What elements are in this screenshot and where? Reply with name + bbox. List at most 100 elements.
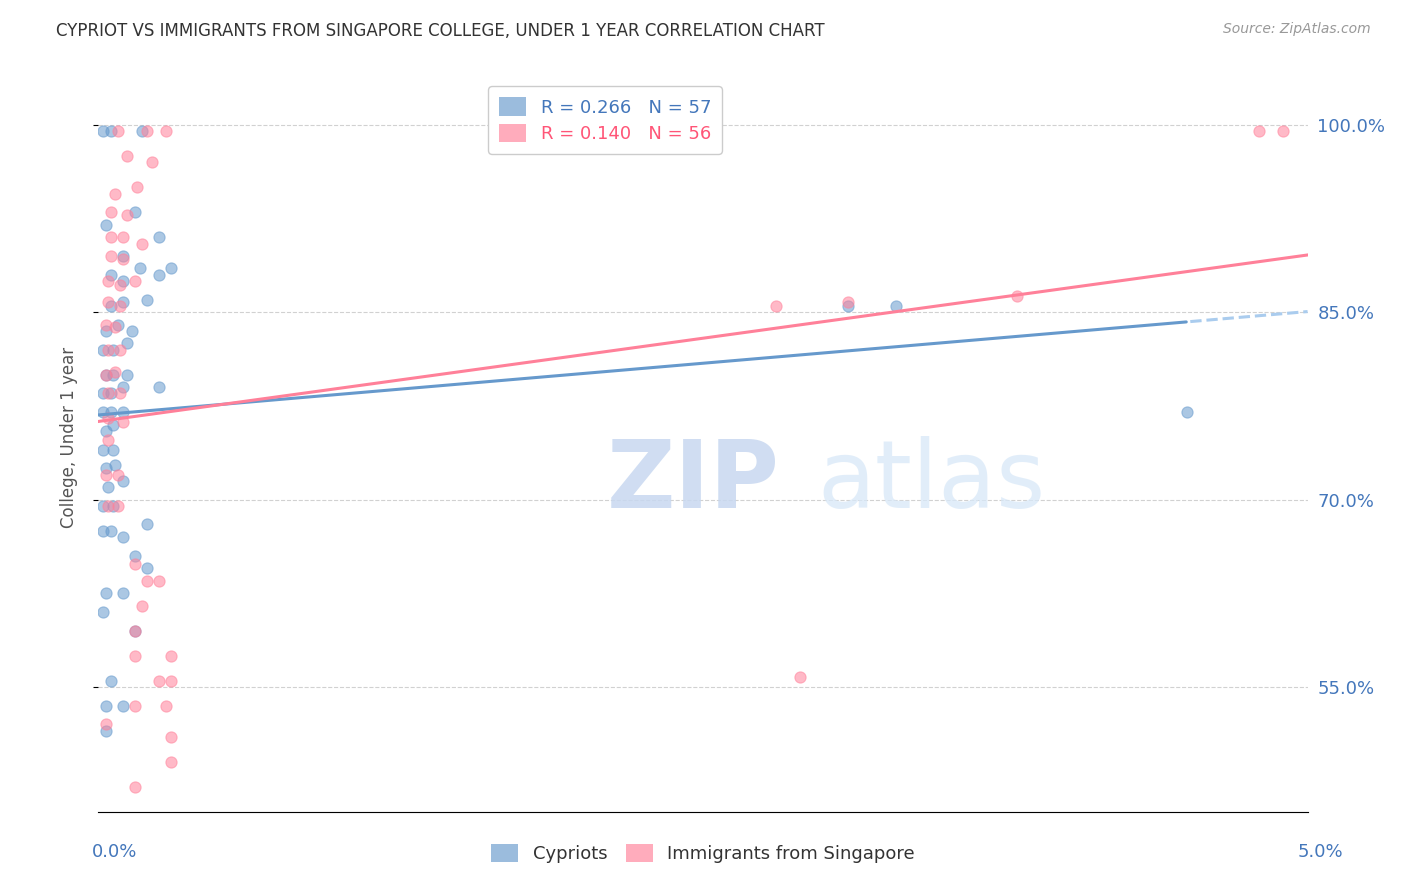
Point	[101, 499, 124, 513]
Point	[94, 461, 117, 475]
Point	[135, 574, 157, 588]
Point	[160, 261, 183, 276]
Text: Source: ZipAtlas.com: Source: ZipAtlas.com	[1223, 22, 1371, 37]
Point	[111, 380, 134, 394]
Point	[100, 124, 122, 138]
Point	[97, 411, 120, 425]
Point	[100, 299, 122, 313]
Point	[101, 442, 124, 457]
Point	[141, 155, 163, 169]
Point	[91, 499, 114, 513]
Legend: Cypriots, Immigrants from Singapore: Cypriots, Immigrants from Singapore	[481, 833, 925, 874]
Point	[94, 368, 117, 382]
Point	[117, 368, 139, 382]
Point	[886, 299, 908, 313]
Point	[111, 405, 134, 419]
Point	[124, 624, 146, 638]
Point	[1007, 289, 1029, 303]
Point	[97, 274, 120, 288]
Text: 0.0%: 0.0%	[91, 843, 136, 861]
Point	[94, 324, 117, 338]
Point	[94, 318, 117, 332]
Point	[111, 249, 134, 263]
Point	[124, 624, 146, 638]
Point	[100, 405, 122, 419]
Point	[91, 343, 114, 357]
Point	[111, 474, 134, 488]
Point	[94, 723, 117, 738]
Point	[94, 717, 117, 731]
Point	[101, 368, 124, 382]
Point	[837, 295, 859, 310]
Point	[124, 274, 146, 288]
Point	[127, 180, 149, 194]
Point	[97, 386, 120, 401]
Point	[135, 561, 157, 575]
Point	[100, 205, 122, 219]
Point	[104, 458, 127, 472]
Point	[94, 368, 117, 382]
Point	[160, 648, 183, 663]
Point	[107, 318, 129, 332]
Point	[135, 293, 157, 307]
Point	[111, 295, 134, 310]
Point	[91, 124, 114, 138]
Point	[121, 324, 143, 338]
Point	[765, 299, 787, 313]
Point	[104, 186, 127, 201]
Point	[91, 386, 114, 401]
Legend: R = 0.266   N = 57, R = 0.140   N = 56: R = 0.266 N = 57, R = 0.140 N = 56	[488, 87, 723, 154]
Point	[97, 499, 120, 513]
Point	[131, 124, 153, 138]
Point	[148, 268, 170, 282]
Point	[117, 208, 139, 222]
Point	[108, 386, 131, 401]
Point	[100, 249, 122, 263]
Point	[124, 558, 146, 572]
Point	[100, 230, 122, 244]
Point	[97, 480, 120, 494]
Point	[111, 415, 134, 429]
Point	[131, 236, 153, 251]
Point	[100, 386, 122, 401]
Point	[1249, 124, 1271, 138]
Point	[97, 343, 120, 357]
Point	[160, 755, 183, 769]
Point	[91, 405, 114, 419]
Point	[111, 230, 134, 244]
Point	[1272, 124, 1295, 138]
Point	[1175, 405, 1198, 419]
Point	[104, 320, 127, 334]
Point	[108, 299, 131, 313]
Point	[128, 261, 150, 276]
Y-axis label: College, Under 1 year: College, Under 1 year	[59, 346, 77, 528]
Point	[101, 343, 124, 357]
Point	[94, 467, 117, 482]
Point	[100, 673, 122, 688]
Point	[160, 730, 183, 744]
Point	[155, 124, 177, 138]
Point	[131, 599, 153, 613]
Point	[160, 673, 183, 688]
Point	[94, 424, 117, 438]
Point	[148, 230, 170, 244]
Point	[124, 698, 146, 713]
Point	[124, 648, 146, 663]
Point	[124, 780, 146, 794]
Point	[111, 252, 134, 266]
Point	[100, 268, 122, 282]
Point	[148, 574, 170, 588]
Point	[111, 530, 134, 544]
Point	[107, 124, 129, 138]
Point	[124, 549, 146, 563]
Point	[94, 218, 117, 232]
Point	[111, 586, 134, 600]
Text: atlas: atlas	[818, 436, 1046, 528]
Point	[108, 343, 131, 357]
Point	[155, 698, 177, 713]
Text: CYPRIOT VS IMMIGRANTS FROM SINGAPORE COLLEGE, UNDER 1 YEAR CORRELATION CHART: CYPRIOT VS IMMIGRANTS FROM SINGAPORE COL…	[56, 22, 825, 40]
Text: ZIP: ZIP	[606, 436, 779, 528]
Point	[91, 442, 114, 457]
Point	[101, 417, 124, 432]
Point	[100, 524, 122, 538]
